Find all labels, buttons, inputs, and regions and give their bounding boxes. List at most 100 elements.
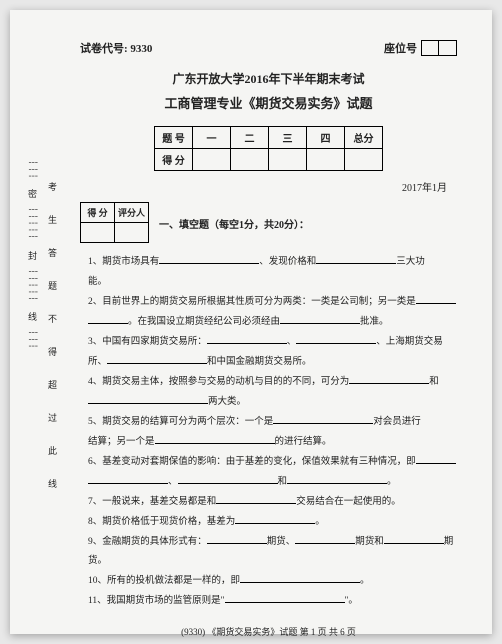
question: 6、基差变动对套期保值的影响：由于基差的变化，保值效果就有三种情况，即	[88, 453, 457, 472]
section-header: 得 分 评分人 一、填空题（每空1分，共20分）：	[80, 202, 457, 243]
margin-char: 考	[48, 180, 57, 193]
th: 二	[231, 127, 269, 149]
seat-cell	[421, 40, 439, 56]
score-table: 题 号 一 二 三 四 总分 得 分	[154, 126, 383, 171]
exam-page: ┆┆┆ 密 ┆┆┆┆┆ 封 ┆┆┆┆┆ 线 ┆┆┆ 考 生 答 题 不 得 超 …	[10, 10, 492, 634]
td	[115, 223, 149, 243]
blank	[207, 533, 267, 544]
qtext: 和	[278, 477, 288, 487]
exam-title-line2: 工商管理专业《期货交易实务》试题	[80, 93, 457, 112]
td	[269, 149, 307, 171]
qtext: 5、期货交易的结算可分为两个层次：一个是	[88, 417, 273, 427]
qtext: 3、中国有四家期货交易所：	[88, 337, 207, 347]
section-title: 一、填空题（每空1分，共20分）：	[159, 202, 309, 231]
dots: ┆┆┆┆┆	[29, 207, 37, 241]
qtext: 。	[315, 517, 325, 527]
blank	[207, 333, 287, 344]
th: 三	[269, 127, 307, 149]
qtext: 。	[387, 477, 397, 487]
blank	[280, 313, 360, 324]
question: 9、金融期货的具体形式有：期货、期货和期货。	[88, 533, 457, 571]
qtext: 。在我国设立期货经纪公司必须经由	[128, 317, 280, 327]
exam-title-line1: 广东开放大学2016年下半年期末考试	[80, 70, 457, 87]
blank	[416, 453, 456, 464]
qtext: 交易结合在一起使用的。	[296, 497, 401, 507]
qtext: 和	[429, 377, 439, 387]
margin-char: 超	[48, 378, 57, 391]
blank	[107, 353, 207, 364]
blank	[178, 473, 278, 484]
question: 4、期货交易主体，按照参与交易的动机与目的的不同，可分为 和	[88, 373, 457, 392]
question-cont: 能。	[88, 273, 457, 292]
qtext: 结算；另一个是	[88, 437, 155, 447]
header-row: 试卷代号: 9330 座位号	[80, 40, 457, 56]
qtext: 、发现价格和	[259, 257, 316, 267]
blank	[159, 253, 259, 264]
th: 一	[193, 127, 231, 149]
seat-cells	[421, 40, 457, 56]
qtext: 1、期货市场具有	[88, 257, 159, 267]
margin-char: 答	[48, 246, 57, 259]
question: 1、期货市场具有、发现价格和三大功	[88, 253, 457, 272]
seat-box: 座位号	[384, 40, 457, 56]
blank	[235, 513, 315, 524]
blank	[349, 373, 429, 384]
question-cont: 两大类。	[88, 393, 457, 412]
th: 四	[307, 127, 345, 149]
margin-char: 题	[48, 279, 57, 292]
qtext: 11、我国期货市场的监管原则是"	[88, 596, 225, 606]
qtext: 7、一般说来，基差交易都是和	[88, 497, 216, 507]
qtext: 的进行结算。	[275, 437, 332, 447]
td	[193, 149, 231, 171]
margin-char: 此	[48, 444, 57, 457]
page-footer: (9330) 《期货交易实务》试题 第 1 页 共 6 页	[80, 625, 457, 638]
dots: ┆┆┆	[29, 330, 37, 350]
seat-label: 座位号	[384, 40, 417, 56]
question: 8、期货价格低于现货价格，基差为。	[88, 513, 457, 532]
blank	[316, 253, 396, 264]
table-row	[81, 223, 149, 243]
margin-char: 不	[48, 312, 57, 325]
qtext: 4、期货交易主体，按照参与交易的动机与目的的不同，可分为	[88, 377, 349, 387]
blank	[216, 493, 296, 504]
blank	[88, 473, 168, 484]
th: 总分	[345, 127, 383, 149]
qtext: 期货、	[267, 537, 296, 547]
question-cont: 、 和 。	[88, 473, 457, 492]
margin-char: 线	[48, 477, 57, 490]
question: 7、一般说来，基差交易都是和 交易结合在一起使用的。	[88, 493, 457, 512]
question: 10、所有的投机做法都是一样的，即 。	[88, 572, 457, 591]
blank	[155, 433, 275, 444]
qtext: 两大类。	[208, 397, 246, 407]
dots: ┆┆┆┆┆	[29, 269, 37, 303]
margin-char: 过	[48, 411, 57, 424]
grade-table: 得 分 评分人	[80, 202, 149, 243]
td	[81, 223, 115, 243]
blank	[384, 533, 444, 544]
qtext: 。	[360, 576, 370, 586]
blank	[225, 592, 345, 603]
exam-date: 2017年1月	[80, 179, 457, 194]
blank	[88, 313, 128, 324]
margin-char: 封	[28, 249, 37, 262]
question: 5、期货交易的结算可分为两个层次：一个是 对会员进行	[88, 413, 457, 432]
qtext: 10、所有的投机做法都是一样的，即	[88, 576, 240, 586]
paper-code: 试卷代号: 9330	[80, 40, 152, 56]
td	[345, 149, 383, 171]
qtext: 6、基差变动对套期保值的影响：由于基差的变化，保值效果就有三种情况，即	[88, 457, 416, 467]
binding-margin-inner: 考 生 答 题 不 得 超 过 此 线	[48, 180, 57, 490]
blank	[88, 393, 208, 404]
qtext: "。	[345, 596, 358, 606]
qtext: 、	[168, 477, 178, 487]
td: 得 分	[155, 149, 193, 171]
th: 题 号	[155, 127, 193, 149]
binding-margin-outer: ┆┆┆ 密 ┆┆┆┆┆ 封 ┆┆┆┆┆ 线 ┆┆┆	[28, 160, 37, 350]
qtext: 对会员进行	[373, 417, 421, 427]
question-cont: 。在我国设立期货经纪公司必须经由 批准。	[88, 313, 457, 332]
question-cont: 结算；另一个是 的进行结算。	[88, 433, 457, 452]
blank	[240, 572, 360, 583]
question: 11、我国期货市场的监管原则是" "。	[88, 592, 457, 611]
qtext: 、	[287, 337, 297, 347]
qtext: 批准。	[360, 317, 389, 327]
question: 2、目前世界上的期货交易所根据其性质可分为两类：一类是公司制；另一类是	[88, 293, 457, 312]
